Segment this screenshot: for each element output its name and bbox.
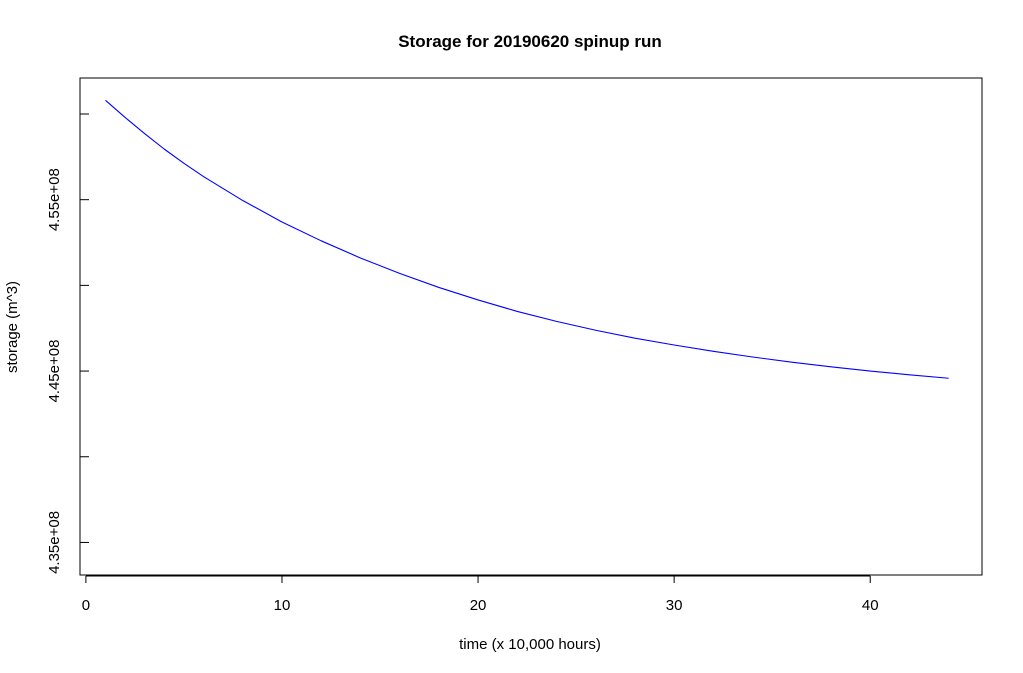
y-tick-label: 4.55e+08 xyxy=(46,168,63,231)
y-axis-label: storage (m^3) xyxy=(4,281,21,373)
x-axis: 0 10 20 30 40 xyxy=(82,575,879,614)
chart-title: Storage for 20190620 spinup run xyxy=(398,32,662,51)
x-tick-label: 30 xyxy=(666,597,683,614)
y-tick-label: 4.45e+08 xyxy=(46,340,63,403)
x-tick-label: 0 xyxy=(82,597,90,614)
x-tick-label: 20 xyxy=(470,597,487,614)
series-line xyxy=(105,99,949,379)
y-tick-label: 4.35e+08 xyxy=(46,511,63,574)
x-tick-label: 40 xyxy=(862,597,879,614)
y-axis: 4.35e+08 4.45e+08 4.55e+08 xyxy=(46,113,89,574)
series-layer xyxy=(105,99,949,379)
x-tick-label: 10 xyxy=(274,597,291,614)
plot-area-frame xyxy=(79,77,983,576)
x-axis-label: time (x 10,000 hours) xyxy=(459,636,601,653)
